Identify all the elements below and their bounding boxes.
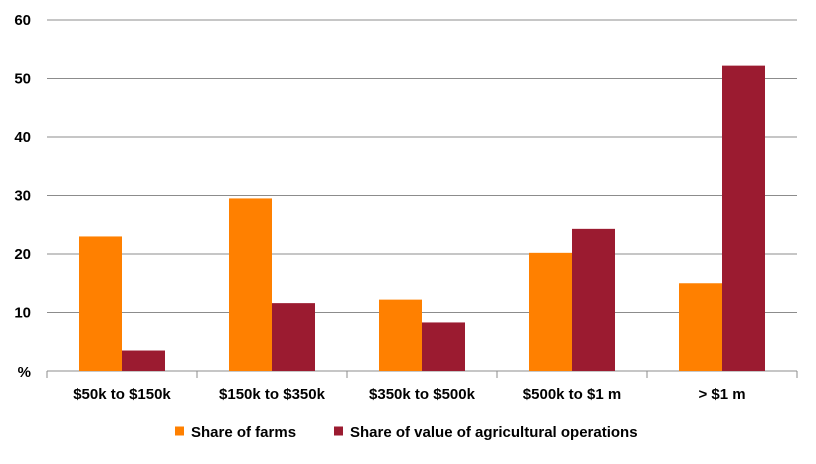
x-category-label: $150k to $350k [219,386,326,403]
y-tick-label: 30 [14,188,31,205]
x-category-label: $350k to $500k [369,386,476,403]
x-category-label: $50k to $150k [73,386,171,403]
bar-share-of-farms [679,283,722,371]
x-category-label: > $1 m [698,386,745,403]
legend-swatch [334,426,343,436]
x-category-label: $500k to $1 m [523,386,621,403]
bar-share-of-value [272,303,315,371]
legend-item: Share of farms [175,424,296,441]
legend-label: Share of farms [191,424,296,441]
legend: Share of farms Share of value of agricult… [175,424,638,441]
gridlines [47,19,797,313]
y-tick-label: 60 [14,12,31,29]
bar-share-of-value [722,65,765,371]
bar-share-of-farms [529,252,572,371]
legend-item: Share of value of agricultural operation… [334,424,638,441]
bars [79,65,765,371]
legend-swatch [175,426,184,436]
bar-share-of-farms [229,198,272,371]
y-tick-label: 10 [14,305,31,322]
y-tick-label: 40 [14,129,31,146]
bar-share-of-value [122,350,165,371]
bar-share-of-farms [379,299,422,371]
bar-share-of-value [422,322,465,371]
x-category-labels: $50k to $150k $150k to $350k $350k to $500… [73,386,745,403]
bar-share-of-farms [79,236,122,371]
y-tick-label: 20 [14,246,31,263]
axes [46,370,798,378]
legend-label: Share of value of agricultural operation… [350,424,638,441]
bar-share-of-value [572,228,615,371]
y-unit-label: % [18,364,31,381]
y-tick-labels: 10 20 30 40 50 60% [14,12,31,381]
y-tick-label: 50 [14,71,31,88]
